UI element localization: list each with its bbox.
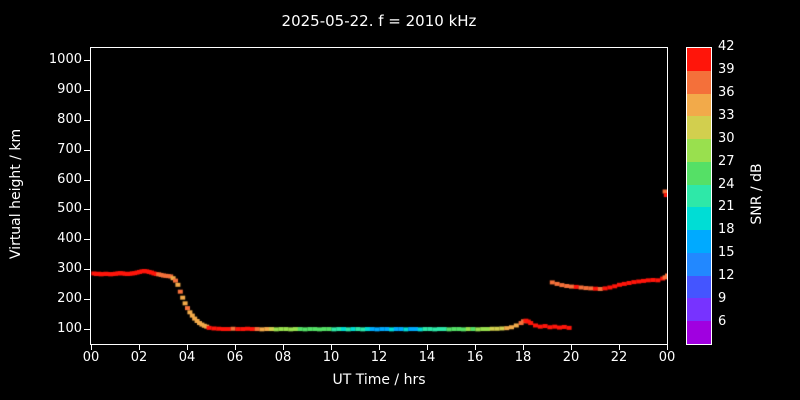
y-tick-mark [84,119,90,121]
x-tick-mark [619,345,620,350]
x-tick-label: 14 [418,350,436,365]
colorbar-band [687,93,711,117]
colorbar-band [687,298,711,322]
colorbar-band [687,139,711,162]
y-tick-mark [84,209,90,211]
colorbar-tick-label: 15 [718,245,735,261]
x-tick-mark [235,345,236,350]
x-tick-label: 18 [514,350,532,365]
x-tick-label: 02 [130,350,148,365]
x-tick-label: 08 [274,350,292,365]
y-tick-label: 200 [57,291,82,307]
y-tick-label: 600 [57,171,82,187]
colorbar-band [687,230,711,253]
x-tick-mark [139,345,140,350]
colorbar-band [687,116,711,140]
x-tick-label: 10 [322,350,340,365]
y-tick-mark [84,239,90,241]
y-tick-label: 700 [57,141,82,157]
colorbar-band [687,184,711,208]
colorbar-tick-label: 27 [718,153,735,169]
y-axis-label: Virtual height / km [8,128,24,260]
x-tick-mark [475,345,476,350]
x-tick-label: 20 [562,350,580,365]
colorbar-tick-label: 39 [718,61,735,77]
x-tick-label: 06 [226,350,244,365]
x-tick-mark [283,345,284,350]
chart-title: 2025-05-22. f = 2010 kHz [281,12,477,30]
y-tick-mark [84,329,90,331]
x-tick-label: 00 [82,350,100,365]
colorbar-tick-label: 21 [718,199,735,215]
colorbar-tick-label: 18 [718,222,735,238]
x-tick-mark [331,345,332,350]
y-tick-mark [84,59,90,61]
colorbar-band [687,207,711,231]
x-tick-label: 04 [178,350,196,365]
colorbar-tick-label: 42 [718,39,735,54]
x-tick-mark [427,345,428,350]
y-tick-label: 100 [57,321,82,337]
y-tick-mark [84,149,90,151]
colorbar-tick-label: 30 [718,130,735,146]
x-tick-label: 22 [610,350,628,365]
y-tick-label: 500 [57,201,82,217]
y-tick-mark [84,179,90,181]
colorbar-tick-label: 12 [718,268,735,284]
x-tick-mark [571,345,572,350]
x-tick-mark [523,345,524,350]
colorbar-band [687,275,711,299]
scatter-canvas [91,48,667,344]
colorbar [686,47,712,345]
x-tick-mark [187,345,188,350]
plot-area [90,47,668,345]
colorbar-label: SNR / dB [749,163,765,225]
colorbar-tick-label: 36 [718,84,735,100]
x-axis-label: UT Time / hrs [332,372,426,388]
y-tick-mark [84,299,90,301]
colorbar-band [687,161,711,185]
y-tick-mark [84,269,90,271]
colorbar-band [687,252,711,276]
x-tick-label: 00 [658,350,676,365]
x-tick-mark [667,345,668,350]
y-tick-label: 1000 [48,51,82,67]
colorbar-band [687,321,711,344]
y-tick-label: 400 [57,231,82,247]
colorbar-tick-label: 6 [718,314,727,330]
colorbar-band [687,48,711,71]
colorbar-tick-label: 33 [718,107,735,123]
colorbar-tick-label: 9 [718,291,727,307]
colorbar-tick-label: 24 [718,176,735,192]
x-tick-mark [91,345,92,350]
y-tick-label: 800 [57,111,82,127]
x-tick-label: 16 [466,350,484,365]
colorbar-band [687,70,711,94]
y-tick-label: 900 [57,81,82,97]
x-tick-mark [379,345,380,350]
x-tick-label: 12 [370,350,388,365]
y-tick-label: 300 [57,261,82,277]
y-tick-mark [84,89,90,91]
